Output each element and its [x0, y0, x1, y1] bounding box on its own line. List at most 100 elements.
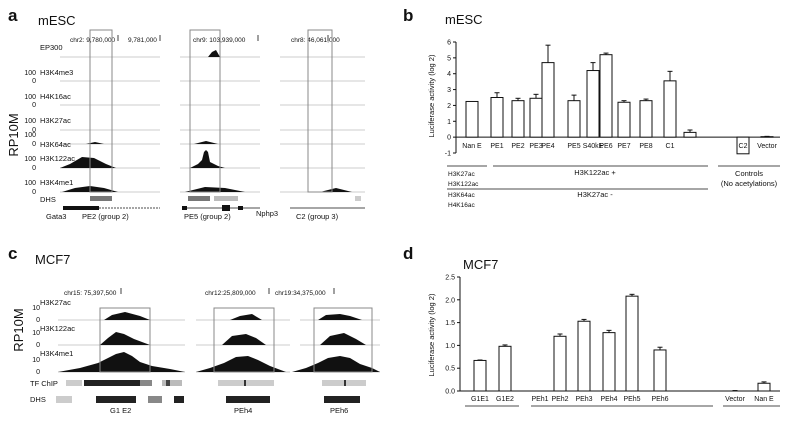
- bar: [465, 100, 479, 138]
- dhs-pe5-a: [188, 196, 210, 201]
- panel-c-label: c: [8, 244, 17, 263]
- panel-c-ticks: 10 0 10 0 10 0: [32, 305, 40, 376]
- track-label-c-h3k27ac: H3K27ac: [40, 298, 71, 307]
- annot-left-4: H4K16ac: [448, 202, 475, 209]
- panel-a-coord-3: chr9: 103,939,000: [193, 37, 246, 44]
- peak-c-k122-peh4: [222, 334, 266, 345]
- track-tick-label: 100: [24, 132, 36, 139]
- track-tick-label: 0: [36, 317, 40, 324]
- y-tick-label: 1.0: [445, 343, 455, 350]
- track-tick-label: 0: [32, 189, 36, 196]
- x-tick-label: PE7: [617, 143, 630, 150]
- peak-c-k122-peh6: [320, 333, 366, 345]
- peak-h3k4me1-pe5: [185, 187, 245, 192]
- highlight-box-pe2: [89, 29, 113, 193]
- dhs-c2: [355, 196, 361, 201]
- track-tick-label: 0: [36, 369, 40, 376]
- y-tick-label: 6: [447, 40, 451, 47]
- track-label-h3k27ac: H3K27ac: [40, 116, 71, 125]
- track-label-h3k4me3: H3K4me3: [40, 68, 73, 77]
- y-tick-label: 0.5: [445, 366, 455, 373]
- bar: [617, 101, 631, 138]
- annot-group-k27: H3K27ac -: [577, 190, 613, 199]
- y-tick-label: 1.5: [445, 320, 455, 327]
- peak-c-k27-peh6: [318, 314, 362, 320]
- bar: [599, 54, 613, 138]
- panel-a-coord-1: chr2: 9,780,000: [70, 37, 116, 44]
- track-tick-label: 100: [24, 118, 36, 125]
- gene-nphp3-label: Nphp3: [256, 209, 278, 218]
- bar: [736, 136, 750, 155]
- x-tick-label: C2: [739, 143, 748, 150]
- track-label-h3k64ac: H3K64ac: [40, 140, 71, 149]
- region-c2-label: C2 (group 3): [296, 212, 339, 221]
- y-tick-label: 1: [447, 119, 451, 126]
- x-tick-label: PE6: [599, 143, 612, 150]
- x-tick-label: PE8: [639, 143, 652, 150]
- peak-ep300-pe5: [208, 50, 220, 57]
- highlight-box-g1e2: [99, 307, 151, 373]
- track-label-c-h3k122ac: H3K122ac: [40, 324, 75, 333]
- gene-gata3-label: Gata3: [46, 212, 66, 221]
- bar: [473, 359, 487, 392]
- track-tick-label: 10: [32, 357, 40, 364]
- track-tick-label: 100: [24, 94, 36, 101]
- panel-c: c MCF7 chr15: 75,397,500 chr12:25,809,00…: [8, 244, 380, 415]
- bar: [490, 97, 504, 138]
- dhs-pe5-b: [214, 196, 238, 201]
- panel-d: d MCF7 Luciferase activity (log 2) 0.00.…: [403, 244, 780, 407]
- track-tick-label: 100: [24, 180, 36, 187]
- bar: [553, 335, 567, 392]
- bar: [541, 62, 555, 138]
- peak-c-k122-g1: [100, 332, 150, 345]
- region-peh4-label: PEh4: [234, 406, 252, 415]
- annot-left-2: H3K122ac: [448, 181, 479, 188]
- region-g1e2-label: G1 E2: [110, 406, 131, 415]
- y-tick-label: 4: [447, 71, 451, 78]
- x-tick-label: S40kE: [583, 143, 604, 150]
- x-tick-label: G1E2: [496, 396, 514, 403]
- panel-c-coord-2: chr12:25,809,000: [205, 290, 256, 297]
- peak-c-k4me1-peh6: [292, 356, 380, 372]
- x-tick-label: Vector: [757, 143, 778, 150]
- y-tick-label: 3: [447, 87, 451, 94]
- y-tick-label: 0: [447, 135, 451, 142]
- peak-h3k122ac-pe5: [190, 150, 225, 168]
- peak-c-k27-g1: [104, 312, 150, 320]
- x-tick-label: PE3: [529, 143, 542, 150]
- track-tick-label: 0: [32, 78, 36, 85]
- highlight-box-peh6: [313, 307, 373, 373]
- track-tick-label: 0: [32, 165, 36, 172]
- bar: [602, 332, 616, 392]
- x-tick-label: PE4: [541, 143, 554, 150]
- region-peh6-label: PEh6: [330, 406, 348, 415]
- x-tick-label: PEh4: [600, 396, 617, 403]
- x-tick-label: PEh3: [575, 396, 592, 403]
- tf-chip-label: TF ChIP: [30, 379, 58, 388]
- region-pe5-label: PE5 (group 2): [184, 212, 231, 221]
- bar: [625, 295, 639, 392]
- y-tick-label: 5: [447, 55, 451, 62]
- bar: [663, 80, 677, 138]
- track-tick-label: 10: [32, 330, 40, 337]
- dhs-peh4: [226, 396, 270, 403]
- chart-d: 0.0 0.5 1.0 1.5 2.0 2.5 G1E1 G1E2 PEh1 PEh2 PEh3 PE…: [445, 275, 780, 403]
- panel-b-label: b: [403, 6, 413, 25]
- highlight-box-pe5: [189, 29, 221, 193]
- y-tick-label: -1: [445, 151, 451, 158]
- panel-b-title: mESC: [445, 12, 483, 27]
- annot-left-1: H3K27ac: [448, 171, 475, 178]
- panel-a-cell: mESC: [38, 13, 76, 28]
- x-tick-label: PEh2: [551, 396, 568, 403]
- y-tick-label: 2: [447, 103, 451, 110]
- track-label-h3k4me1: H3K4me1: [40, 178, 73, 187]
- track-tick-label: 100: [24, 156, 36, 163]
- track-tick-label: 10: [32, 305, 40, 312]
- track-tick-label: 0: [32, 127, 36, 134]
- panel-b: b mESC Luciferase activity (log 2) -1 0 1 2…: [403, 6, 780, 209]
- track-tick-label: 100: [24, 70, 36, 77]
- peak-h3k122ac-pe2: [60, 157, 116, 168]
